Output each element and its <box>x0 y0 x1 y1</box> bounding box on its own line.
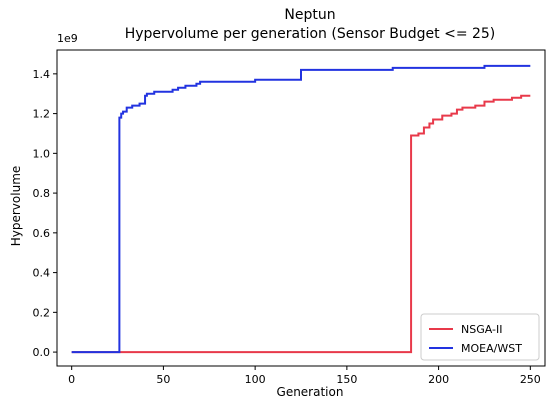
legend-label: MOEA/WST <box>461 342 522 355</box>
y-tick-label: 0.0 <box>33 346 51 359</box>
legend-label: NSGA-II <box>461 323 502 336</box>
legend: NSGA-II MOEA/WST <box>420 313 540 361</box>
x-tick-label: 50 <box>156 373 170 386</box>
series-line-nsga-ii <box>71 94 531 354</box>
x-axis-label: Generation <box>277 385 344 399</box>
x-tick-label: 250 <box>520 373 541 386</box>
y-tick-label: 1.4 <box>33 68 51 81</box>
y-offset-label: 1e9 <box>57 32 78 45</box>
y-tick-label: 1.0 <box>33 147 51 160</box>
y-axis-label: Hypervolume <box>9 166 23 247</box>
x-tick-label: 0 <box>68 373 75 386</box>
y-tick-label: 0.8 <box>33 187 51 200</box>
y-tick-label: 0.6 <box>33 227 51 240</box>
chart-subtitle: Hypervolume per generation (Sensor Budge… <box>125 26 496 42</box>
y-tick-label: 0.2 <box>33 306 51 319</box>
x-tick-label: 150 <box>336 373 357 386</box>
x-tick-label: 100 <box>245 373 266 386</box>
chart-title: Neptun <box>284 7 335 23</box>
series-line-moea-wst <box>71 64 531 354</box>
plot-area: 0 50 100 150 200 250 0.0 0.2 0.4 0.6 0.8 1.0 1.2 1.4 <box>33 49 546 386</box>
y-tick-label: 0.4 <box>33 267 51 280</box>
x-tick-label: 200 <box>428 373 449 386</box>
plot-frame <box>56 49 546 367</box>
y-tick-label: 1.2 <box>33 108 51 121</box>
